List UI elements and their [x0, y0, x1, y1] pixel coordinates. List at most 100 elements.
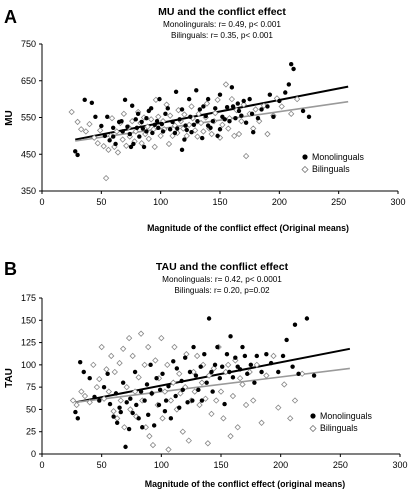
- data-point-monolingual: [149, 391, 154, 396]
- data-point-bilingual: [182, 383, 189, 391]
- data-point-monolingual: [89, 100, 95, 106]
- data-point-monolingual: [182, 137, 187, 142]
- data-point-monolingual: [204, 380, 209, 385]
- data-point-monolingual: [283, 90, 288, 95]
- data-point-bilingual: [137, 330, 145, 337]
- data-point-monolingual: [209, 369, 214, 375]
- data-point-monolingual: [233, 116, 238, 121]
- data-point-monolingual: [179, 378, 184, 384]
- x-tick-label: 300: [390, 197, 405, 207]
- y-tick-label: 450: [21, 149, 36, 159]
- data-point-monolingual: [119, 118, 124, 124]
- data-point-monolingual: [172, 130, 178, 136]
- data-point-monolingual: [128, 144, 134, 150]
- data-point-monolingual: [222, 117, 227, 122]
- data-point-monolingual: [237, 367, 243, 372]
- data-point-bilingual: [270, 352, 277, 360]
- data-point-bilingual: [193, 352, 201, 360]
- data-point-monolingual: [265, 104, 270, 109]
- data-point-monolingual: [191, 122, 197, 128]
- data-point-bilingual: [96, 375, 103, 383]
- data-point-monolingual: [189, 130, 194, 135]
- y-tick-label: 750: [21, 39, 36, 49]
- data-point-monolingual: [175, 126, 180, 131]
- data-point-monolingual: [180, 387, 186, 393]
- data-point-bilingual: [69, 397, 77, 404]
- x-axis-label: Magnitude of the conflict effect (Origin…: [147, 223, 349, 233]
- data-point-monolingual: [217, 92, 223, 97]
- y-tick-label: 25: [26, 427, 36, 437]
- legend-marker-bilinguals: [309, 424, 317, 433]
- data-point-monolingual: [200, 135, 205, 141]
- data-point-monolingual: [290, 364, 295, 369]
- data-point-bilingual: [159, 415, 166, 422]
- data-point-monolingual: [171, 359, 176, 364]
- data-point-monolingual: [205, 96, 211, 102]
- data-point-bilingual: [135, 374, 142, 381]
- data-point-monolingual: [82, 97, 87, 103]
- data-point-monolingual: [197, 107, 203, 112]
- data-point-monolingual: [235, 101, 240, 106]
- data-point-bilingual: [227, 433, 234, 440]
- x-tick-label: 0: [39, 460, 44, 470]
- data-point-monolingual: [306, 114, 312, 119]
- data-point-monolingual: [157, 387, 163, 393]
- data-point-monolingual: [154, 376, 159, 381]
- data-point-monolingual: [252, 380, 257, 385]
- data-point-monolingual: [73, 149, 78, 154]
- y-tick-label: 0: [31, 449, 36, 459]
- data-point-monolingual: [201, 104, 206, 109]
- panel-b: B TAU and the conflict effect Monolingua…: [4, 259, 408, 489]
- data-point-monolingual: [81, 369, 86, 375]
- x-tick-label: 250: [333, 460, 348, 470]
- data-point-bilingual: [176, 370, 183, 377]
- data-point-monolingual: [267, 92, 273, 97]
- data-point-bilingual: [222, 81, 230, 88]
- data-point-bilingual: [111, 368, 118, 376]
- x-tick-label: 150: [212, 197, 227, 207]
- data-point-monolingual: [151, 423, 157, 428]
- data-point-monolingual: [159, 121, 165, 127]
- data-point-monolingual: [146, 412, 151, 417]
- data-point-bilingual: [108, 352, 115, 360]
- data-point-monolingual: [111, 134, 116, 139]
- data-point-bilingual: [252, 106, 259, 113]
- y-tick-label: 650: [21, 76, 36, 86]
- data-point-bilingual: [212, 109, 219, 117]
- data-point-monolingual: [75, 416, 81, 421]
- data-point-monolingual: [120, 129, 125, 134]
- data-point-bilingual: [258, 419, 265, 426]
- data-point-bilingual: [203, 100, 211, 107]
- data-point-monolingual: [186, 96, 192, 102]
- data-point-bilingual: [100, 142, 107, 150]
- data-point-monolingual: [249, 111, 255, 117]
- legend-label-monolinguals: Monolinguals: [320, 411, 372, 421]
- legend-marker-monolinguals: [310, 413, 316, 419]
- data-point-monolingual: [166, 384, 171, 389]
- x-tick-label: 300: [392, 460, 407, 470]
- data-point-monolingual: [111, 125, 116, 130]
- data-point-monolingual: [122, 97, 128, 103]
- data-point-bilingual: [116, 359, 123, 367]
- data-point-bilingual: [181, 111, 188, 118]
- data-point-monolingual: [213, 106, 218, 111]
- data-point-monolingual: [148, 362, 153, 368]
- data-point-bilingual: [114, 149, 122, 156]
- data-point-monolingual: [124, 400, 129, 405]
- data-point-bilingual: [77, 126, 85, 133]
- data-point-monolingual: [264, 351, 269, 357]
- y-tick-label: 50: [26, 404, 36, 414]
- data-point-monolingual: [289, 62, 294, 67]
- data-point-monolingual: [304, 316, 310, 321]
- data-point-monolingual: [163, 111, 168, 117]
- data-point-monolingual: [183, 123, 188, 128]
- x-tick-label: 100: [154, 460, 169, 470]
- data-point-monolingual: [168, 416, 174, 421]
- data-point-bilingual: [131, 388, 139, 395]
- data-point-monolingual: [177, 117, 182, 122]
- data-point-bilingual: [208, 130, 215, 138]
- data-points: [68, 62, 312, 182]
- data-point-monolingual: [99, 123, 104, 129]
- data-point-monolingual: [236, 108, 242, 114]
- y-tick-label: 100: [21, 360, 36, 370]
